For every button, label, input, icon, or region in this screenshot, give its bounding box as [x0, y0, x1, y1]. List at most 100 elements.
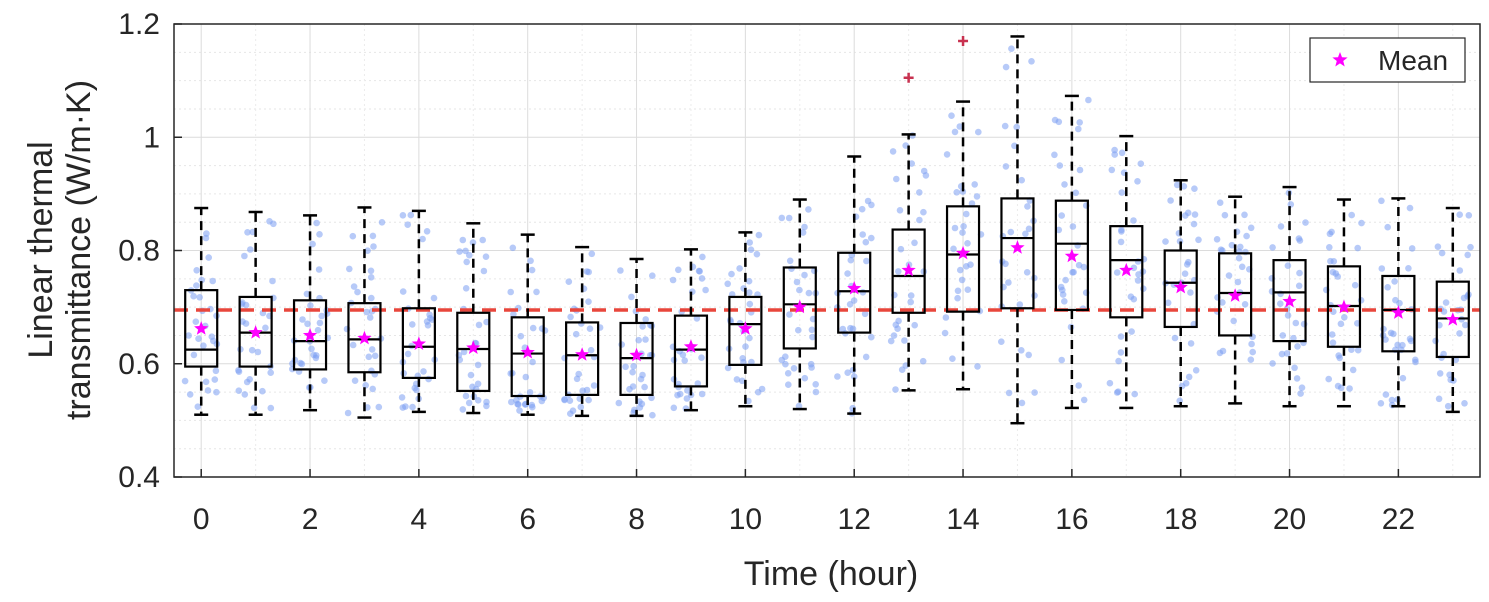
data-point — [368, 346, 376, 353]
data-point — [637, 375, 645, 383]
data-point — [916, 189, 923, 196]
data-point — [1080, 396, 1088, 404]
data-point — [642, 316, 649, 323]
x-tick-label: 16 — [1055, 503, 1088, 536]
data-point — [462, 285, 470, 292]
data-point — [579, 387, 586, 395]
data-point — [753, 250, 761, 258]
data-point — [526, 389, 534, 396]
data-point — [351, 377, 359, 385]
data-point — [1349, 366, 1357, 374]
data-point — [303, 290, 311, 298]
data-point — [529, 403, 536, 411]
data-point — [244, 229, 251, 236]
box-body — [1163, 249, 1198, 329]
data-point — [639, 323, 646, 330]
data-point — [745, 277, 753, 285]
data-point — [1241, 211, 1248, 219]
data-point — [565, 278, 573, 286]
data-point — [1031, 389, 1038, 396]
data-point — [784, 370, 792, 377]
data-point — [967, 261, 974, 269]
data-point — [1292, 319, 1300, 327]
mean-marker — [847, 280, 862, 295]
data-point — [1297, 390, 1304, 397]
data-point — [1181, 270, 1189, 278]
y-tick-label: 0.8 — [118, 235, 160, 268]
data-point — [1277, 223, 1285, 230]
data-point — [1341, 314, 1348, 321]
data-point — [1118, 226, 1125, 234]
outlier-marker — [958, 35, 969, 46]
x-tick-label: 12 — [838, 503, 871, 536]
data-point — [590, 382, 598, 389]
data-point — [1076, 166, 1084, 174]
data-point — [1184, 209, 1192, 217]
data-point — [1137, 160, 1145, 167]
data-point — [895, 268, 902, 275]
data-point — [186, 391, 194, 398]
data-point — [248, 346, 256, 354]
mean-markers — [194, 240, 1460, 362]
data-point — [1248, 340, 1255, 348]
data-point — [1406, 335, 1414, 343]
data-point — [745, 397, 752, 405]
data-point — [196, 294, 203, 301]
data-point — [920, 208, 927, 216]
data-point — [1058, 212, 1065, 219]
data-point — [796, 286, 803, 294]
data-point — [1230, 317, 1237, 325]
data-point — [247, 246, 254, 253]
data-point — [1219, 299, 1226, 306]
data-point — [1295, 235, 1303, 242]
data-point — [807, 360, 815, 368]
data-point — [241, 391, 249, 398]
data-point — [958, 276, 966, 284]
data-point — [1134, 178, 1141, 185]
data-point — [314, 326, 322, 334]
data-point — [1438, 249, 1446, 257]
data-point — [1238, 263, 1246, 271]
data-point — [192, 318, 200, 326]
mean-marker — [901, 262, 916, 277]
data-point — [344, 409, 352, 417]
data-point — [1072, 189, 1080, 197]
data-point — [508, 398, 515, 406]
data-point — [1058, 356, 1065, 364]
data-point — [1348, 346, 1355, 354]
data-point — [1405, 265, 1412, 272]
data-point — [738, 377, 746, 385]
data-point — [1247, 356, 1255, 364]
data-point — [896, 207, 904, 214]
data-point — [425, 375, 432, 383]
data-point — [318, 312, 326, 320]
data-point — [973, 193, 981, 200]
data-point — [368, 294, 375, 302]
data-point — [1051, 151, 1058, 159]
data-point — [1055, 226, 1063, 234]
data-point — [1467, 243, 1474, 251]
data-point — [786, 311, 793, 318]
box-body — [1109, 225, 1144, 319]
data-point — [1294, 343, 1301, 350]
data-point — [267, 369, 275, 377]
data-point — [960, 223, 967, 230]
data-point — [1162, 238, 1169, 245]
data-point — [702, 286, 709, 294]
data-point — [1241, 301, 1249, 308]
data-point — [467, 371, 475, 379]
data-point — [204, 387, 212, 394]
mean-marker — [194, 321, 209, 335]
data-point — [316, 319, 324, 327]
data-point — [1130, 295, 1138, 303]
data-point — [1392, 296, 1399, 304]
box-body — [565, 321, 600, 396]
data-point — [724, 364, 732, 372]
x-tick-label: 18 — [1164, 503, 1197, 536]
data-point — [629, 383, 637, 390]
data-point — [235, 387, 243, 395]
data-point — [1298, 384, 1306, 392]
x-tick-label: 14 — [946, 503, 979, 536]
data-point — [1002, 63, 1010, 71]
box-body — [184, 289, 219, 368]
